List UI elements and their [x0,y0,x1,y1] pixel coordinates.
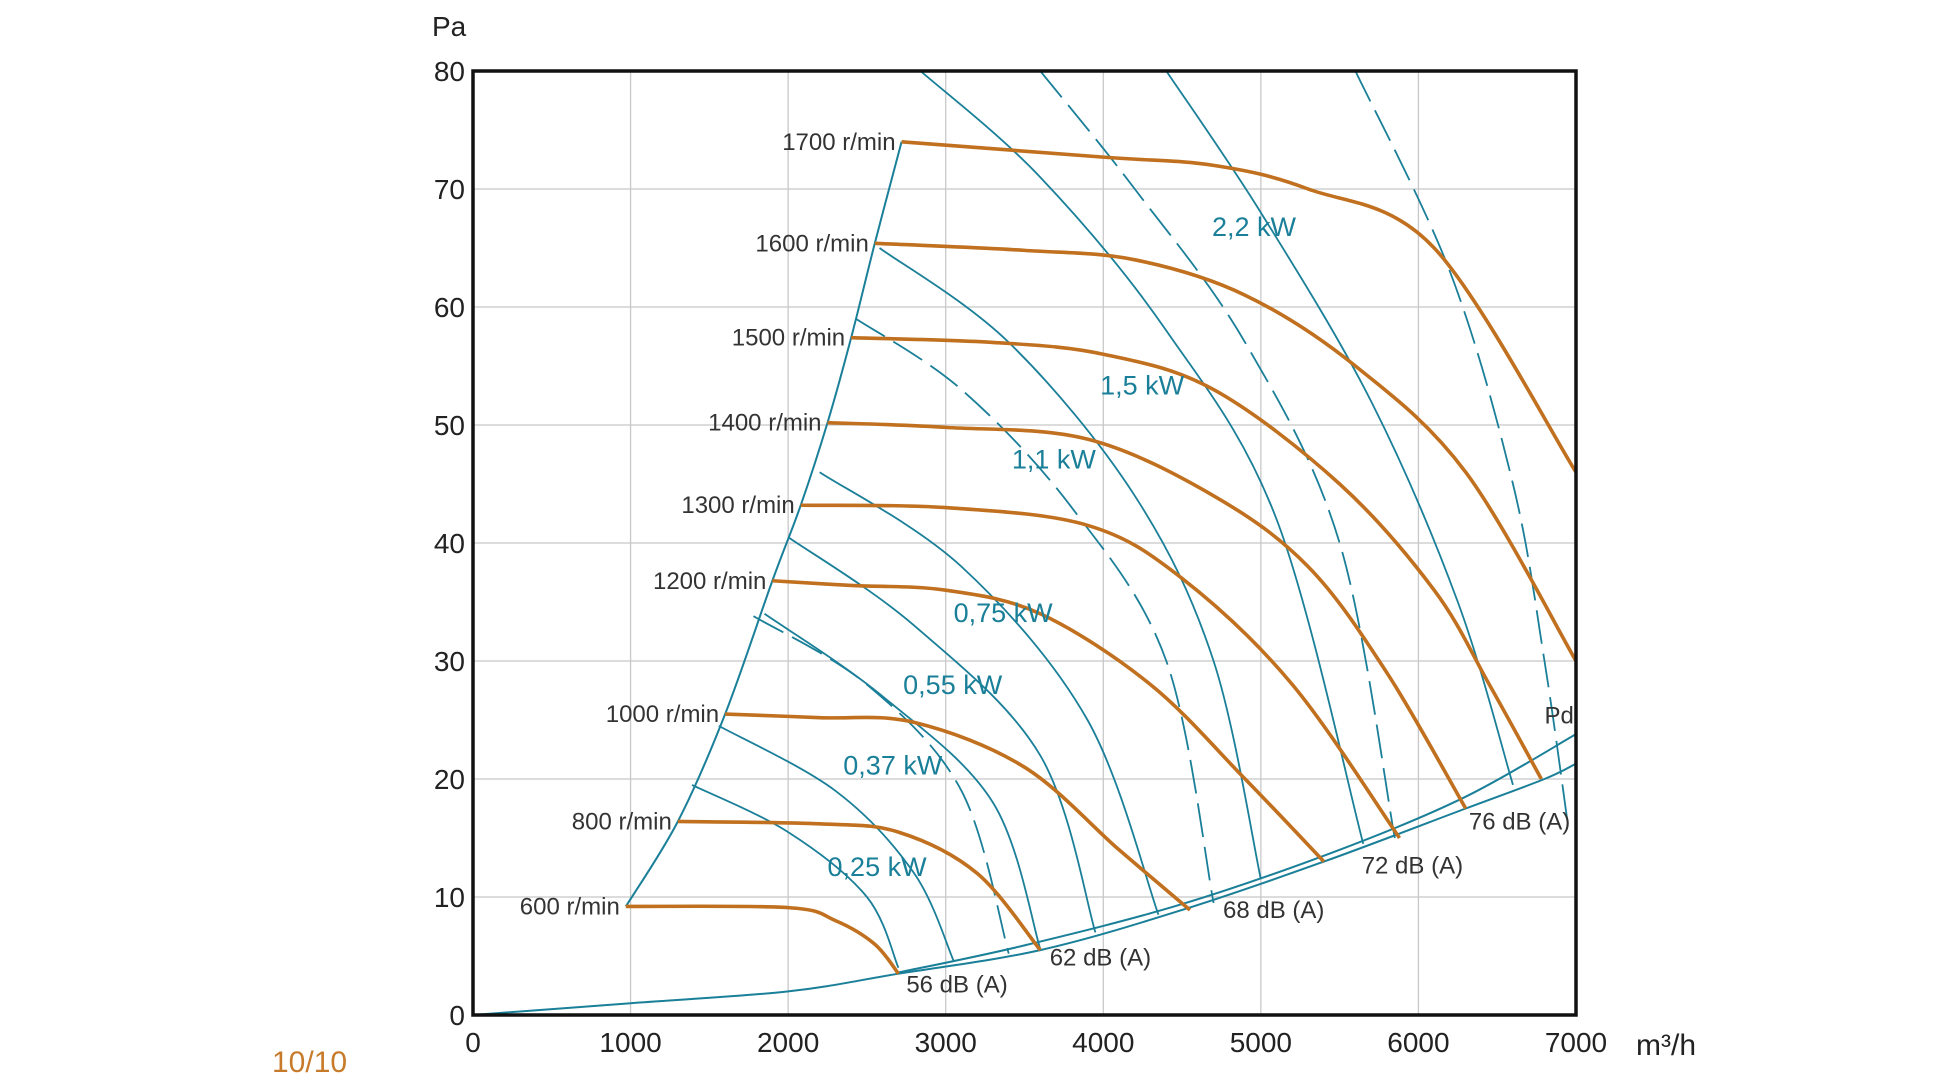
axes: 0 1000 2000 3000 4000 5000 6000 7000 0 10 20 30 40 50… [434,56,1607,1058]
power-curve [919,71,1365,845]
sound-level-curve [1354,71,1570,827]
power-label: 2,2 kW [1212,212,1297,242]
sound-level-curve [1039,71,1396,839]
x-tick-label: 3000 [915,1027,977,1058]
dynamic-pressure-curve [898,733,1576,974]
speed-label: 1000 r/min [606,701,719,728]
dynamic-pressure-curve [473,762,1576,1015]
sound-level-label: 62 dB (A) [1050,944,1151,971]
speed-curve [800,503,1401,840]
x-tick-label: 2000 [757,1027,819,1058]
plot-frame [471,69,1578,1017]
power-curve [819,471,1160,916]
grid [473,71,1576,1015]
y-tick-label: 10 [434,882,465,913]
speed-label: 1300 r/min [681,492,794,519]
x-tick-label: 6000 [1387,1027,1449,1058]
y-tick-label: 30 [434,646,465,677]
speed-label: 800 r/min [572,808,672,835]
x-tick-label: 0 [465,1027,481,1058]
y-tick-label: 40 [434,528,465,559]
power-label: 1,1 kW [1012,445,1097,475]
speed-curve [677,819,1042,952]
speed-label: 1400 r/min [708,410,821,437]
y-tick-label: 20 [434,764,465,795]
power-label: 0,25 kW [828,852,928,882]
power-curve [879,247,1262,880]
speed-curve [625,904,900,975]
sound-level-label: 76 dB (A) [1469,809,1570,836]
speed-curve [725,712,1192,912]
sound-level-curve [855,318,1215,904]
pd-label: Pd [1544,703,1573,730]
speed-label: 1600 r/min [755,230,868,257]
speed-curve [827,420,1468,810]
power-curve [763,613,1042,950]
speed-curve [901,140,1576,474]
power-label: 0,75 kW [954,598,1054,628]
speed-label: 1700 r/min [782,129,895,156]
y-tick-label: 0 [449,1000,465,1031]
labels: 600 r/min 800 r/min 1000 r/min 1200 r/min 13… [520,129,1574,999]
speed-curve [772,578,1326,863]
y-tick-label: 50 [434,410,465,441]
power-curve [718,725,955,962]
curves [473,71,1576,1015]
speed-label: 600 r/min [520,893,620,920]
sound-level-label: 72 dB (A) [1362,852,1463,879]
power-label: 0,37 kW [843,750,943,780]
power-label: 1,5 kW [1100,370,1185,400]
x-tick-label: 1000 [599,1027,661,1058]
y-axis-label: Pa [432,11,467,42]
power-label: 0,55 kW [903,670,1003,700]
stall-boundary-curve [624,141,903,907]
x-axis-label: m³/h [1636,1029,1696,1062]
x-tick-label: 4000 [1072,1027,1134,1058]
speed-label: 1500 r/min [732,325,845,352]
sound-level-label: 68 dB (A) [1223,897,1324,924]
sound-level-label: 56 dB (A) [906,972,1007,999]
y-tick-label: 60 [434,292,465,323]
speed-curve [874,241,1576,662]
speed-label: 1200 r/min [653,568,766,595]
page-number: 10/10 [272,1046,348,1079]
y-tick-label: 70 [434,174,465,205]
x-tick-label: 5000 [1230,1027,1292,1058]
y-tick-label: 80 [434,56,465,87]
sound-level-curve [753,615,1010,954]
speed-curve [851,335,1543,780]
power-curve [787,536,1097,933]
power-curve [691,784,900,969]
x-tick-label: 7000 [1545,1027,1607,1058]
